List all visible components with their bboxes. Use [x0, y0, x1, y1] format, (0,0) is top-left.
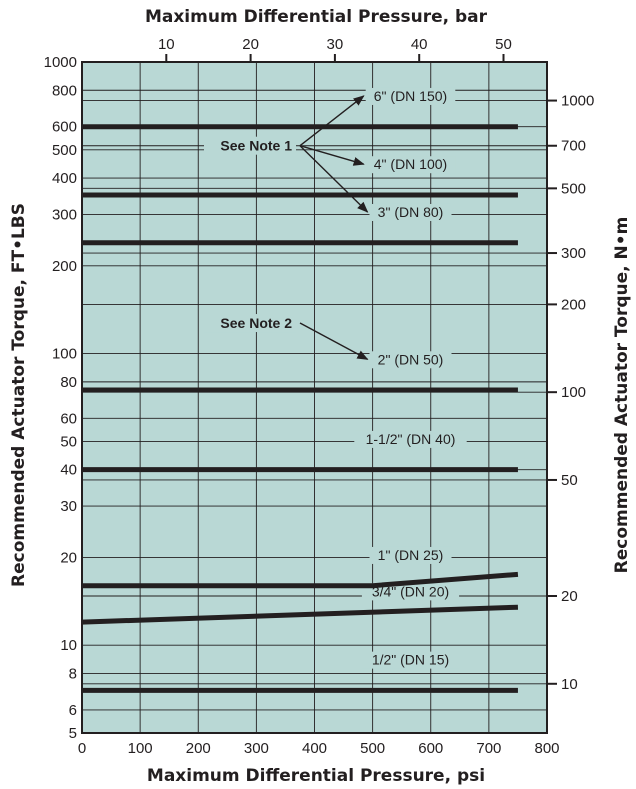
series-label-background: [361, 651, 460, 669]
series-line: [82, 571, 519, 589]
series-label: 1" (DN 25): [378, 547, 444, 563]
y-tick-label: 400: [52, 170, 77, 187]
x-tick-label: 600: [418, 740, 443, 757]
y-tick-label: 6: [69, 702, 77, 719]
y-tick-label: 200: [52, 258, 77, 275]
note-label-background: [204, 136, 296, 155]
series-label: 6" (DN 150): [374, 88, 447, 104]
x-tick-label: 100: [128, 740, 153, 757]
series-label: 1/2" (DN 15): [372, 652, 449, 668]
series-label: 4" (DN 100): [374, 156, 447, 172]
y-tick-label: 600: [52, 119, 77, 136]
note-label: See Note 2: [220, 315, 292, 331]
y-tick-label: 500: [52, 142, 77, 159]
series-label-background: [369, 203, 452, 221]
y-tick-label: 40: [60, 462, 77, 479]
series-label-background: [354, 430, 467, 448]
series-label-background: [369, 351, 452, 369]
note-label: See Note 1: [220, 138, 292, 154]
right-tick-label: 200: [561, 296, 586, 313]
right-tick-label: 500: [561, 180, 586, 197]
y-tick-label: 800: [52, 82, 77, 99]
y-tick-label: 100: [52, 346, 77, 363]
note-arrow: [299, 95, 365, 147]
right-tick-label: 700: [561, 138, 586, 155]
y-tick-label: 10: [60, 637, 77, 654]
note-arrow: [299, 145, 365, 166]
note-arrow: [299, 145, 369, 213]
right-tick-label: 300: [561, 245, 586, 262]
right-tick-label: 100: [561, 384, 586, 401]
bottom-axis-title: Maximum Differential Pressure, psi: [147, 766, 485, 786]
left-axis-title: Recommended Actuator Torque, FT•LBS: [9, 203, 29, 587]
x-tick-label: 400: [302, 740, 327, 757]
series-label: 1-1/2" (DN 40): [366, 431, 456, 447]
top-tick-label: 40: [411, 36, 428, 53]
note-label-background: [204, 314, 296, 333]
x-tick-label: 0: [78, 740, 86, 757]
series-label: 3" (DN 80): [378, 204, 444, 220]
series-label-background: [361, 583, 460, 601]
top-tick-label: 50: [495, 36, 512, 53]
y-tick-label: 5: [69, 725, 77, 742]
series-label-background: [365, 87, 456, 105]
y-tick-label: 50: [60, 433, 77, 450]
series-label: 3/4" (DN 20): [372, 583, 449, 599]
series-line: [81, 604, 519, 625]
x-tick-label: 800: [534, 740, 559, 757]
y-tick-label: 80: [60, 374, 77, 391]
top-tick-label: 30: [327, 36, 344, 53]
x-tick-label: 700: [476, 740, 501, 757]
plot-frame: [81, 61, 548, 734]
note-arrow: [299, 322, 369, 360]
right-axis-title: Recommended Actuator Torque, N•m: [612, 217, 632, 574]
top-tick-label: 10: [158, 36, 175, 53]
right-tick-label: 1000: [561, 93, 594, 110]
right-tick-label: 20: [561, 588, 578, 605]
x-tick-label: 500: [360, 740, 385, 757]
y-tick-label: 300: [52, 206, 77, 223]
y-tick-label: 20: [60, 549, 77, 566]
right-tick-label: 50: [561, 472, 578, 489]
series-label-background: [369, 546, 452, 564]
y-tick-label: 60: [60, 410, 77, 427]
y-tick-label: 30: [60, 498, 77, 515]
top-axis-title: Maximum Differential Pressure, bar: [145, 7, 488, 27]
y-tick-label: 1000: [44, 54, 77, 71]
top-tick-label: 20: [242, 36, 259, 53]
x-tick-label: 300: [244, 740, 269, 757]
x-tick-label: 200: [186, 740, 211, 757]
series-label-background: [365, 156, 456, 174]
right-tick-label: 10: [561, 676, 578, 693]
series-label: 2" (DN 50): [378, 351, 444, 367]
y-tick-label: 8: [69, 665, 77, 682]
